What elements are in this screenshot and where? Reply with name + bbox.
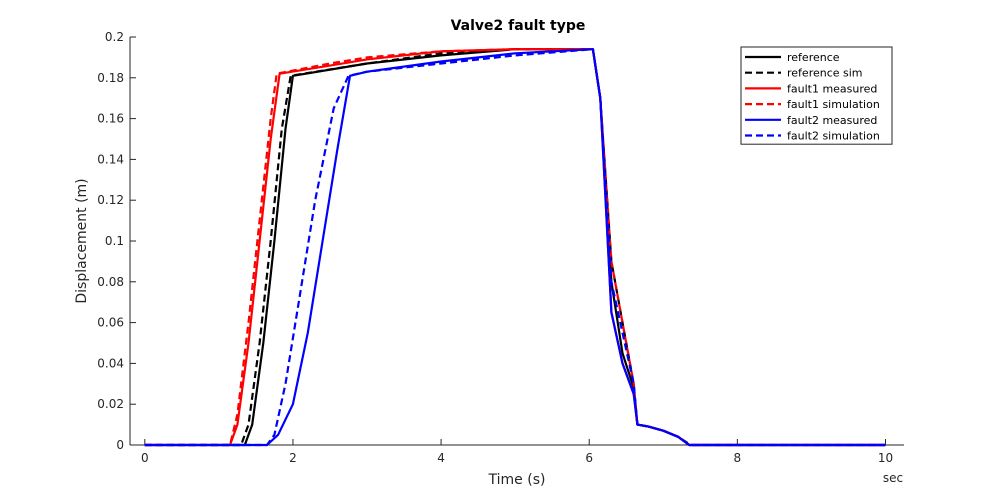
x-tick-label: 10 [878,451,893,465]
legend-box [740,46,893,145]
y-tick-label: 0.16 [97,112,124,126]
legend: reference reference sim fault1 measured fau… [740,46,893,145]
legend-entry: fault2 simulation [787,130,880,143]
plot-area [144,48,886,447]
y-tick-label: 0.18 [97,71,124,85]
legend-entry: reference sim [787,67,863,80]
axes: 0 2 4 6 8 10 0 0.02 0.04 0.06 0.08 0.1 0.12 0.14 0.16 0… [97,30,904,465]
series-line-fault1-simulation [144,48,886,447]
x-tick-label: 0 [141,451,149,465]
chart-title: Valve2 fault type [451,18,586,34]
x-tick-label: 8 [734,451,742,465]
y-tick-label: 0.06 [97,316,124,330]
y-tick-label: 0.04 [97,356,124,370]
legend-entry: fault2 measured [787,114,877,127]
y-tick-label: 0.08 [97,275,124,289]
x-axis-label: Time (s) [488,472,546,488]
y-tick-label: 0.12 [97,193,124,207]
legend-entry: fault1 measured [787,82,877,95]
legend-entry: reference [787,51,840,64]
y-tick-label: 0 [116,438,124,452]
y-tick-label: 0.14 [97,152,124,166]
x-tick-label: 2 [289,451,297,465]
y-tick-label: 0.02 [97,397,124,411]
x-axis-unit: sec [883,471,903,485]
y-axis-label: Displacement (m) [74,178,90,303]
x-tick-label: 4 [437,451,445,465]
series-line-fault2-simulation [144,48,886,447]
y-tick-label: 0.1 [105,234,124,248]
legend-entry: fault1 simulation [787,98,880,111]
x-tick-label: 6 [585,451,593,465]
y-tick-label: 0.2 [105,30,124,44]
